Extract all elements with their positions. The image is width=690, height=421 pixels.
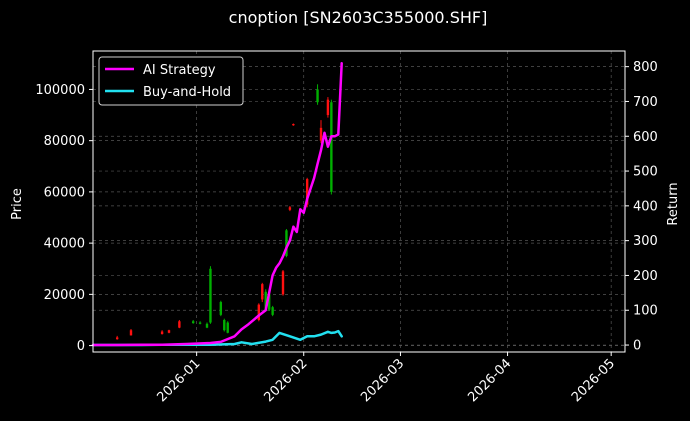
series-line-buy-and-hold (91, 329, 343, 347)
y-tick-label-left: 40000 (44, 237, 85, 252)
y-tick-label-left: 60000 (44, 185, 85, 200)
candle (167, 329, 171, 334)
y-tick-label-left: 80000 (44, 134, 85, 149)
y-tick-label-right: 500 (633, 165, 658, 180)
candle (330, 99, 333, 195)
candle (226, 321, 229, 334)
y-tick-label-right: 100 (633, 304, 658, 319)
candle-body (129, 330, 133, 336)
candle-body (205, 323, 209, 328)
y-tick-label-left: 0 (77, 339, 85, 354)
candle (191, 319, 195, 324)
candle-body (288, 207, 292, 210)
candle (129, 328, 133, 336)
candle-body (167, 330, 171, 333)
y-tick-label-right: 200 (633, 269, 658, 284)
candle (219, 300, 223, 317)
candle-body (191, 321, 195, 324)
candle-body (285, 230, 288, 256)
y-tick-label-left: 20000 (44, 288, 85, 303)
candle-body (267, 294, 271, 310)
candle (257, 303, 261, 322)
candle-body (257, 304, 261, 320)
candle-body (223, 319, 226, 331)
candle-body (178, 321, 181, 328)
candle-body (319, 127, 323, 141)
candle (223, 318, 226, 332)
candle-body (261, 284, 264, 300)
y-tick-label-right: 0 (633, 339, 641, 354)
candle-body (330, 102, 333, 192)
candle (288, 205, 292, 212)
candle-body (264, 291, 267, 310)
candle (205, 322, 209, 329)
candle-body (209, 268, 212, 323)
legend-label-ai-strategy: AI Strategy (143, 63, 216, 78)
candle-body (292, 124, 295, 126)
candle-layer (115, 84, 333, 340)
candle (178, 319, 181, 329)
candle (292, 123, 295, 126)
candle (281, 270, 285, 296)
candle (115, 335, 119, 340)
y-tick-label-right: 600 (633, 130, 658, 145)
candle (285, 229, 288, 258)
legend-box (98, 56, 244, 106)
candle (198, 321, 202, 325)
y-tick-label-right: 800 (633, 60, 658, 75)
candle-body (316, 89, 319, 103)
candle-body (160, 331, 164, 335)
legend-label-buy-and-hold: Buy-and-Hold (143, 85, 231, 100)
candle-body (326, 99, 330, 116)
legend: AI Strategy Buy-and-Hold (98, 56, 244, 106)
y-tick-label-right: 400 (633, 199, 658, 214)
candle-body (219, 302, 223, 315)
candle (209, 266, 212, 324)
candle (271, 305, 274, 317)
candle (319, 120, 323, 144)
candle (160, 330, 164, 335)
line-layer (91, 61, 343, 347)
candle (316, 84, 319, 105)
grid-layer (93, 51, 625, 352)
candle-body (115, 337, 119, 340)
candle-body (281, 271, 285, 295)
candle-body (305, 179, 309, 205)
candle-body (271, 307, 274, 315)
y-axis-label-right: Return (666, 182, 681, 225)
candle-body (198, 322, 202, 324)
y-tick-label-right: 700 (633, 95, 658, 110)
y-axis-label-left: Price (10, 188, 25, 220)
chart-title: cnoption [SN2603C355000.SHF] (229, 8, 488, 27)
series-line-ai-strategy (91, 61, 343, 347)
candle-body (226, 322, 229, 333)
y-tick-label-right: 300 (633, 234, 658, 249)
y-tick-label-left: 100000 (35, 83, 85, 98)
candle (326, 97, 330, 118)
candle (261, 282, 264, 303)
plot-frame (92, 50, 626, 353)
